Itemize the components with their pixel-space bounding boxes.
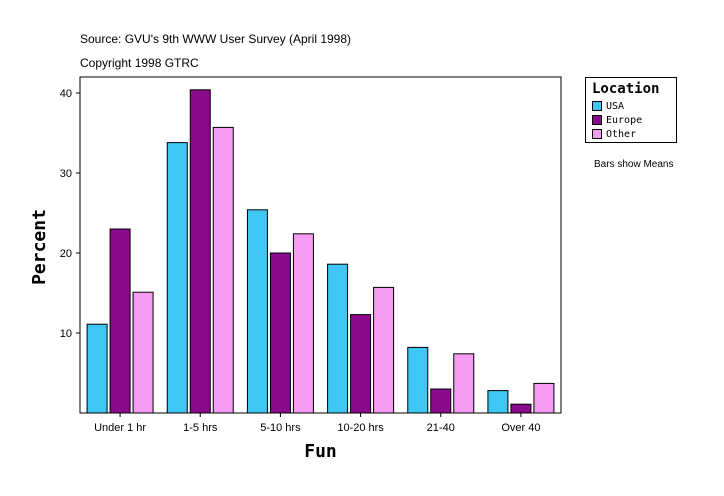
bar-usa: [166, 142, 188, 414]
y-tick-label: 20: [60, 248, 72, 260]
bar-europe: [269, 252, 291, 414]
legend-item-other: Other: [592, 128, 636, 140]
bar-europe: [430, 388, 452, 414]
x-tick-label: Over 40: [501, 422, 540, 434]
x-tick-label: 1-5 hrs: [183, 422, 218, 434]
bar-other: [453, 353, 475, 414]
bar-europe: [189, 89, 211, 414]
copyright-note: Copyright 1998 GTRC: [80, 56, 199, 70]
bar-other: [132, 291, 154, 414]
x-tick-label: Under 1 hr: [94, 422, 146, 434]
legend-title: Location: [592, 81, 660, 97]
legend-item-europe: Europe: [592, 114, 642, 126]
bar-europe: [350, 314, 372, 414]
bar-europe: [109, 228, 131, 414]
bar-other: [533, 382, 555, 414]
bar-other: [373, 286, 395, 414]
legend-swatch-usa: [592, 101, 602, 111]
legend-swatch-europe: [592, 115, 602, 125]
legend-label-europe: Europe: [606, 114, 643, 126]
y-axis-title: Percent: [29, 209, 50, 285]
plot-frame: [79, 76, 562, 414]
bar-usa: [327, 263, 349, 414]
y-tick-label: 40: [60, 88, 72, 100]
x-tick-label: 10-20 hrs: [337, 422, 384, 434]
bar-other: [292, 233, 314, 414]
bar-europe: [510, 403, 532, 414]
x-tick-label: 21-40: [427, 422, 455, 434]
bar-usa: [246, 209, 268, 414]
legend-label-other: Other: [606, 128, 637, 140]
legend-item-usa: USA: [592, 100, 624, 112]
bars-note: Bars show Means: [594, 159, 674, 170]
x-tick-label: 5-10 hrs: [260, 422, 301, 434]
x-axis-title: Fun: [304, 441, 337, 462]
legend: Location USA Europe Other: [585, 77, 677, 143]
bar-usa: [86, 323, 108, 414]
source-note: Source: GVU's 9th WWW User Survey (April…: [80, 32, 352, 46]
legend-label-usa: USA: [606, 100, 625, 112]
bar-other: [212, 126, 234, 414]
legend-swatch-other: [592, 129, 602, 139]
y-tick-label: 10: [60, 328, 72, 340]
bar-usa: [487, 390, 509, 414]
y-tick-label: 30: [60, 168, 72, 180]
bar-usa: [407, 346, 429, 414]
